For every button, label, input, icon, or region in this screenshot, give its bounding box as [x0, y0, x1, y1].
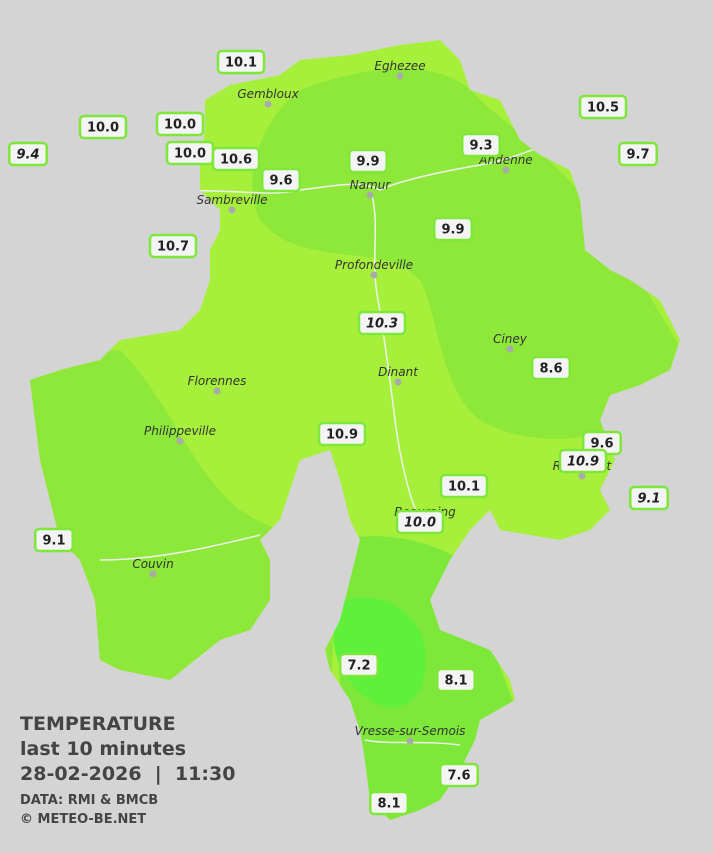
legend-subtitle: last 10 minutes: [20, 738, 186, 760]
station-value: 10.6: [220, 153, 252, 168]
station-box: [339, 652, 379, 678]
station-value: 9.1: [42, 534, 65, 549]
station-box: [558, 448, 608, 474]
station-value: 10.0: [87, 121, 119, 136]
station-value: 8.1: [444, 674, 467, 689]
river: [99, 534, 261, 561]
station-value: 9.1: [637, 492, 660, 507]
city-dot: [394, 378, 402, 386]
city-dot: [370, 271, 378, 279]
station-value: 10.1: [448, 480, 480, 495]
city-label: Couvin: [132, 557, 173, 571]
city-dot: [228, 206, 236, 214]
station-value: 10.5: [587, 101, 619, 116]
cities: EghezeeGemblouxAndenneNamurSambrevillePr…: [132, 59, 613, 745]
city-dot: [213, 387, 221, 395]
river: [371, 194, 421, 521]
legend-datetime: 28-02-2026 | 11:30: [20, 763, 235, 785]
city-label: Florennes: [188, 374, 247, 388]
station-value: 10.9: [567, 455, 599, 470]
station-value: 8.1: [377, 797, 400, 812]
station-box: [369, 790, 409, 816]
station-value: 10.3: [366, 317, 398, 332]
station-value: 10.0: [164, 118, 196, 133]
city-dot: [176, 437, 184, 445]
station-box: [618, 141, 658, 167]
station-box: [211, 146, 261, 172]
station-value: 9.4: [16, 148, 39, 163]
station-box: [629, 485, 669, 511]
city-label: Sambreville: [196, 193, 267, 207]
station-value: 7.2: [347, 659, 370, 674]
station-box: [395, 509, 445, 535]
station-box: [439, 473, 489, 499]
station-value: 10.1: [225, 56, 257, 71]
station-box: [348, 148, 388, 174]
city-label: Profondeville: [335, 258, 413, 272]
city-dot: [149, 570, 157, 578]
station-value: 10.0: [404, 516, 436, 531]
station-box: [216, 49, 266, 75]
station-value: 10.0: [174, 147, 206, 162]
station-value: 7.6: [447, 769, 470, 784]
city-label: Dinant: [378, 365, 419, 379]
zone-cold: [333, 597, 426, 708]
legend-credit: © METEO-BE.NET: [20, 812, 146, 827]
station-box: [261, 167, 301, 193]
city-label: Ciney: [493, 332, 528, 346]
city-dot: [578, 472, 586, 480]
station-value: 9.3: [469, 139, 492, 154]
station-box: [433, 216, 473, 242]
city-dot: [366, 191, 374, 199]
city-label: Philippeville: [144, 424, 216, 438]
river: [119, 139, 561, 201]
city-label: Namur: [350, 178, 392, 192]
city-dot: [502, 166, 510, 174]
station-box: [8, 141, 48, 167]
station-value: 10.7: [157, 240, 189, 255]
station-box: [155, 111, 205, 137]
legend-source: DATA: RMI & BMCB: [20, 793, 158, 808]
stations: 10.1 10.0 9.4 10.0 10.0 10.6 9.6 9.9 9.3 10.5 9.7 1…: [8, 49, 669, 816]
station-value: 9.9: [441, 223, 464, 238]
station-box: [436, 667, 476, 693]
legend: TEMPERATURE last 10 minutes 28-02-2026 |…: [20, 713, 235, 827]
legend-title: TEMPERATURE: [20, 713, 176, 735]
station-box: [34, 527, 74, 553]
city-label: Eghezee: [374, 59, 425, 73]
station-box: [317, 421, 367, 447]
station-value: 9.6: [590, 437, 613, 452]
station-box: [531, 355, 571, 381]
station-value: 10.9: [326, 428, 358, 443]
station-value: 9.9: [356, 155, 379, 170]
city-dot: [406, 737, 414, 745]
station-value: 9.6: [269, 174, 292, 189]
station-value: 9.7: [626, 148, 649, 163]
station-box: [357, 310, 407, 336]
station-box: [148, 233, 198, 259]
station-box: [461, 132, 501, 158]
station-box: [439, 762, 479, 788]
city-dot: [506, 345, 514, 353]
city-label: Vresse-sur-Semois: [355, 724, 466, 738]
city-dot: [396, 72, 404, 80]
station-value: 8.6: [539, 362, 562, 377]
station-box: [78, 114, 128, 140]
city-dot: [264, 100, 272, 108]
city-label: Gembloux: [237, 87, 299, 101]
station-box: [578, 94, 628, 120]
